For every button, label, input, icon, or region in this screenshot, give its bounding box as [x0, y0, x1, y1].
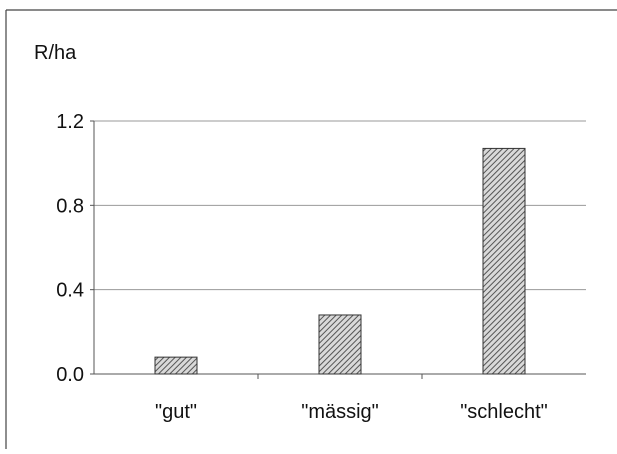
x-tick-labels: "gut" "mässig" "schlecht" — [155, 401, 548, 423]
y-axis-label: R/ha — [34, 42, 77, 64]
y-tick-label: 0.4 — [56, 280, 84, 302]
y-tick-label: 1.2 — [56, 111, 84, 133]
bars — [154, 147, 526, 375]
x-tick-label: "schlecht" — [460, 401, 548, 423]
y-tick-labels: 0.0 0.4 0.8 1.2 — [56, 111, 84, 386]
bar — [482, 147, 526, 375]
y-tick-label: 0.0 — [56, 364, 84, 386]
bar — [154, 356, 198, 375]
x-tick-label: "mässig" — [301, 401, 379, 423]
y-tick-label: 0.8 — [56, 195, 84, 217]
x-tick-label: "gut" — [155, 401, 197, 423]
bar — [318, 314, 362, 375]
